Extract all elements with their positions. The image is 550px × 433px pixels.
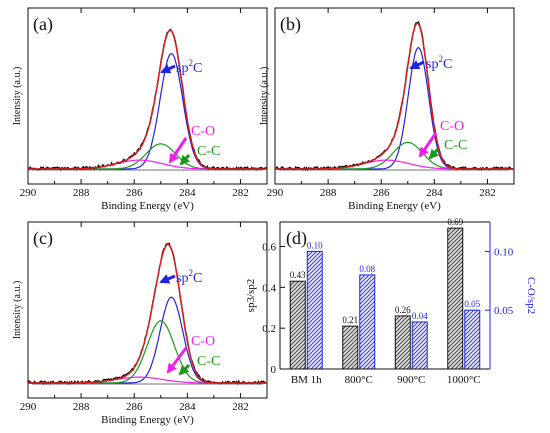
raw-spectrum: [274, 20, 515, 172]
panel-label: (d): [286, 228, 307, 249]
peak-label-c-c: C-C: [444, 138, 467, 153]
peak-label-sp2c: sp2C: [176, 268, 202, 286]
bar-co-sp2: [464, 309, 481, 370]
arrow-sp2c-head: [409, 60, 421, 70]
x-tick-label: 286: [126, 187, 143, 199]
x-tick-label: 284: [426, 187, 443, 199]
bar-co-sp2: [306, 250, 323, 370]
x-axis-label: Binding Energy (eV): [101, 414, 194, 426]
x-tick-label: 290: [20, 187, 37, 199]
x-tick-label: 288: [320, 187, 337, 199]
peak-label-c-o: C-O: [191, 334, 215, 349]
arrow-c-o-head: [166, 362, 177, 374]
peak-label-c-c: C-C: [197, 144, 220, 159]
y-axis-label: Intensity (a.u.): [12, 67, 23, 126]
y-axis-label: sp3/sp2: [245, 279, 257, 313]
arrow-sp2c-head: [159, 274, 171, 284]
data-label-co-sp2: 0.10: [307, 240, 323, 250]
fitted-envelope: [28, 29, 267, 170]
peak-label-c-c: C-C: [197, 354, 220, 369]
plot-frame: [27, 7, 268, 185]
bar-sp3-sp2: [289, 280, 306, 370]
data-label-sp3-sp2: 0.21: [342, 315, 358, 325]
bar-sp3-sp2: [447, 227, 464, 370]
bar-co-sp2: [411, 321, 428, 370]
peak-label-c-o: C-O: [440, 119, 464, 134]
spectrum-panel-a: 290 288 286 284 282 Binding Energy (eV) Intens…: [12, 7, 268, 212]
data-label-sp3-sp2: 0.26: [395, 305, 411, 315]
data-label-co-sp2: 0.08: [359, 264, 375, 274]
category-label: 800°C: [345, 374, 373, 386]
panel-label: (a): [33, 14, 53, 35]
x-tick-label: 290: [267, 187, 284, 199]
arrow-c-c-head: [178, 364, 190, 376]
raw-spectrum: [27, 242, 268, 386]
x-tick-label: 282: [479, 187, 496, 199]
x-tick-label: 288: [73, 187, 90, 199]
plot-frame: [274, 7, 515, 185]
bar-co-sp2: [359, 274, 376, 370]
x-axis-label: Binding Energy (eV): [101, 200, 194, 212]
y-axis-label: Intensity (a.u.): [12, 281, 23, 340]
x-tick-label: 284: [179, 401, 196, 413]
fitted-envelope: [275, 22, 514, 170]
spectrum-panel-c: 290 288 286 284 282 Binding Energy (eV) Intens…: [12, 221, 268, 426]
x-tick-label: 282: [232, 187, 249, 199]
x-tick-label: 282: [232, 401, 249, 413]
arrow-sp2c-head: [160, 64, 172, 74]
bar-sp3-sp2: [342, 325, 359, 370]
bar-panel-d: 0 0.2 0.4 0.6 0.05 0.10 0.43 0.10 BM 1h 0.21 0.08 8…: [245, 217, 537, 386]
category-label: 900°C: [397, 374, 425, 386]
peak-label-sp2c: sp2C: [426, 54, 452, 72]
bar-sp3-sp2: [394, 315, 411, 370]
data-label-co-sp2: 0.04: [412, 311, 428, 321]
x-tick-label: 286: [126, 401, 143, 413]
arrow-c-c-head: [179, 154, 191, 166]
y-axis-label: Intensity (a.u.): [259, 67, 270, 126]
raw-spectrum: [27, 28, 268, 172]
category-label: BM 1h: [291, 374, 322, 386]
arrow-c-o-head: [418, 146, 429, 158]
y-tick-label: 0.4: [262, 282, 276, 294]
panel-label: (b): [280, 14, 301, 35]
x-tick-label: 288: [73, 401, 90, 413]
y-tick-label: 0: [271, 364, 277, 376]
x-tick-label: 284: [179, 187, 196, 199]
category-label: 1000°C: [447, 374, 481, 386]
fitted-envelope: [28, 243, 267, 384]
x-tick-label: 286: [373, 187, 390, 199]
data-label-co-sp2: 0.05: [464, 299, 480, 309]
component-curve-c-c: [275, 141, 514, 170]
y2-tick-label: 0.10: [494, 246, 514, 258]
y-tick-label: 0.6: [262, 242, 276, 254]
component-curve-sp2c: [28, 296, 267, 384]
panel-label: (c): [33, 228, 53, 249]
y-tick-label: 0.2: [262, 323, 276, 335]
data-label-sp3-sp2: 0.43: [290, 270, 306, 280]
peak-label-sp2c: sp2C: [176, 58, 202, 76]
arrow-c-c-head: [428, 148, 440, 160]
spectrum-panel-b: 290 288 286 284 282 Binding Energy (eV) Intens…: [259, 7, 515, 212]
y2-axis-label: C-O/sp2: [525, 277, 537, 314]
x-tick-label: 290: [20, 401, 37, 413]
y2-tick-label: 0.05: [494, 305, 514, 317]
x-axis-label: Binding Energy (eV): [348, 200, 441, 212]
peak-label-c-o: C-O: [191, 124, 215, 139]
plot-frame: [27, 221, 268, 399]
arrow-c-o-head: [168, 152, 179, 164]
